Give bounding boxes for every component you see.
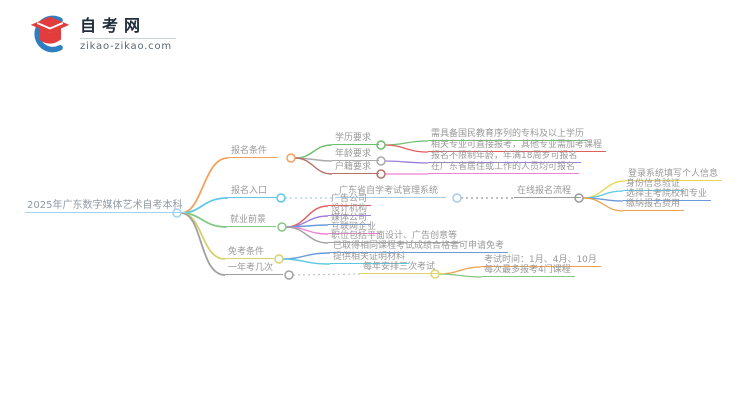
toggle-exam-frequency[interactable]: [284, 270, 294, 280]
logo-domain: zikao-zikao.com: [80, 40, 172, 52]
leaf-process-step-3[interactable]: 选择主考院校和专业: [623, 189, 712, 201]
node-registration-conditions[interactable]: 报名条件: [228, 146, 278, 158]
edge-exam-courses: [438, 273, 482, 278]
toggle-exemption-conditions[interactable]: [274, 254, 284, 264]
node-exemption-conditions[interactable]: 免考条件: [225, 247, 275, 259]
node-education-requirement[interactable]: 学历要求: [332, 133, 380, 145]
logo-title: 自考网: [80, 15, 147, 35]
node-age-requirement[interactable]: 年龄要求: [332, 149, 380, 161]
node-residence-requirement[interactable]: 户籍要求: [332, 162, 380, 174]
logo-text: 自考网 zikao-zikao.com: [80, 16, 176, 53]
edge-exams-per-year: [292, 273, 361, 276]
node-exams-per-year[interactable]: 每年安排三次考试: [360, 262, 446, 274]
edge-career-5: [285, 226, 329, 244]
leaf-exemption-1[interactable]: 已取得相同课程考试成绩合格者可申请免考: [330, 241, 509, 253]
edge-education-detail-2: [384, 144, 429, 153]
edge-education-requirement: [294, 144, 333, 159]
site-logo[interactable]: 自考网 zikao-zikao.com: [28, 12, 176, 56]
node-registration-entrance[interactable]: 报名入口: [228, 186, 278, 198]
leaf-career-2[interactable]: 设计机构: [328, 204, 372, 216]
cap-chevron: [36, 22, 64, 30]
leaf-process-step-1[interactable]: 登录系统填写个人信息: [625, 169, 723, 181]
edge-exemption-2: [282, 258, 331, 265]
node-online-process[interactable]: 在线报名流程: [514, 186, 582, 198]
leaf-residence-detail[interactable]: 在广东省居住或工作的人员均可报名: [428, 162, 580, 174]
edge-residence-requirement: [294, 157, 333, 175]
toggle-age-requirement[interactable]: [376, 156, 386, 166]
leaf-career-5[interactable]: 职位包括平面设计、广告创意等: [328, 231, 462, 243]
edge-age-detail: [384, 160, 429, 164]
edge-exemption-1: [282, 252, 331, 260]
leaf-exemption-2[interactable]: 提供相关证明材料: [330, 252, 410, 264]
edge-exam-frequency: [180, 212, 226, 276]
leaf-education-detail-1[interactable]: 需具备国民教育序列的专科及以上学历: [428, 129, 589, 141]
leaf-exam-times[interactable]: 考试时间：1月、4月、10月: [481, 255, 601, 267]
leaf-career-4[interactable]: 互联网企业: [328, 222, 381, 234]
node-career-prospects[interactable]: 就业前景: [227, 215, 277, 227]
node-management-system[interactable]: 广东省自学考试管理系统: [336, 186, 447, 198]
edge-registration-conditions: [180, 157, 229, 214]
leaf-process-step-4[interactable]: 缴纳报名费用: [623, 199, 685, 211]
cap-top: [30, 16, 70, 34]
edge-education-detail-1: [384, 140, 429, 146]
leaf-process-step-2[interactable]: 身份信息验证: [623, 179, 685, 191]
edge-exam-times: [438, 266, 482, 275]
node-exam-frequency[interactable]: 一年考几次: [225, 263, 284, 275]
leaf-exam-courses[interactable]: 每次最多报考4门课程: [481, 265, 575, 277]
node-root-topic[interactable]: 2025年广东数字媒体艺术自考本科: [25, 200, 187, 213]
logo-divider: [80, 37, 176, 39]
edge-process-step-4: [582, 197, 624, 212]
edge-process-step-1: [582, 180, 626, 199]
leaf-career-3[interactable]: 媒体公司: [328, 213, 372, 225]
toggle-online-process[interactable]: [574, 193, 584, 203]
leaf-education-detail-2[interactable]: 相关专业可直接报考，其他专业需加考课程: [428, 140, 607, 152]
toggle-management-system[interactable]: [452, 193, 462, 203]
toggle-registration-conditions[interactable]: [286, 153, 296, 163]
leaf-career-1[interactable]: 广告公司: [328, 194, 372, 206]
toggle-root[interactable]: [172, 208, 182, 218]
leaf-age-detail[interactable]: 报名不限制年龄，年满18周岁可报名: [428, 151, 582, 163]
toggle-career-prospects[interactable]: [277, 222, 287, 232]
toggle-education-requirement[interactable]: [376, 140, 386, 150]
toggle-residence-requirement[interactable]: [376, 169, 386, 179]
toggle-registration-entrance[interactable]: [276, 193, 286, 203]
cap-body: [39, 27, 61, 44]
graduation-cap-icon: [30, 15, 70, 53]
toggle-exams-per-year[interactable]: [430, 269, 440, 279]
